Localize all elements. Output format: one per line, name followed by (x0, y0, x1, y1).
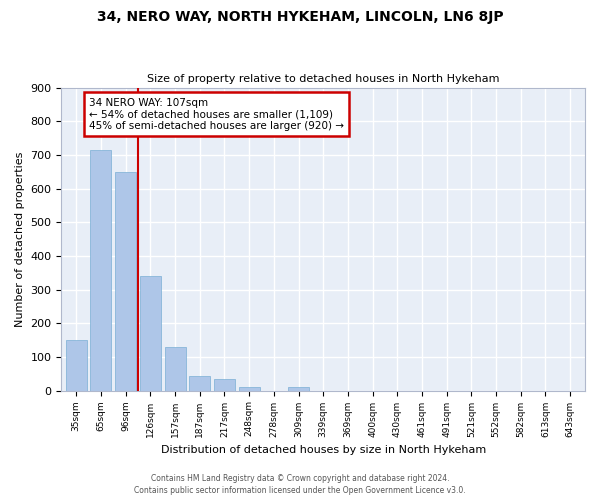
Bar (66, 340, 87, 390)
Bar (214, 380, 235, 390)
Text: 34, NERO WAY, NORTH HYKEHAM, LINCOLN, LN6 8JP: 34, NERO WAY, NORTH HYKEHAM, LINCOLN, LN… (97, 10, 503, 24)
Bar (189, 376, 210, 390)
Bar (288, 387, 309, 390)
Title: Size of property relative to detached houses in North Hykeham: Size of property relative to detached ho… (147, 74, 499, 84)
X-axis label: Distribution of detached houses by size in North Hykeham: Distribution of detached houses by size … (161, 445, 486, 455)
Bar (140, 276, 161, 390)
Bar (115, 172, 136, 390)
Text: Contains HM Land Registry data © Crown copyright and database right 2024.
Contai: Contains HM Land Registry data © Crown c… (134, 474, 466, 495)
Bar (164, 348, 185, 391)
Y-axis label: Number of detached properties: Number of detached properties (15, 152, 25, 327)
Text: 34 NERO WAY: 107sqm
← 54% of detached houses are smaller (1,109)
45% of semi-det: 34 NERO WAY: 107sqm ← 54% of detached ho… (89, 98, 344, 131)
Bar (239, 386, 260, 390)
Bar (91, 150, 112, 390)
